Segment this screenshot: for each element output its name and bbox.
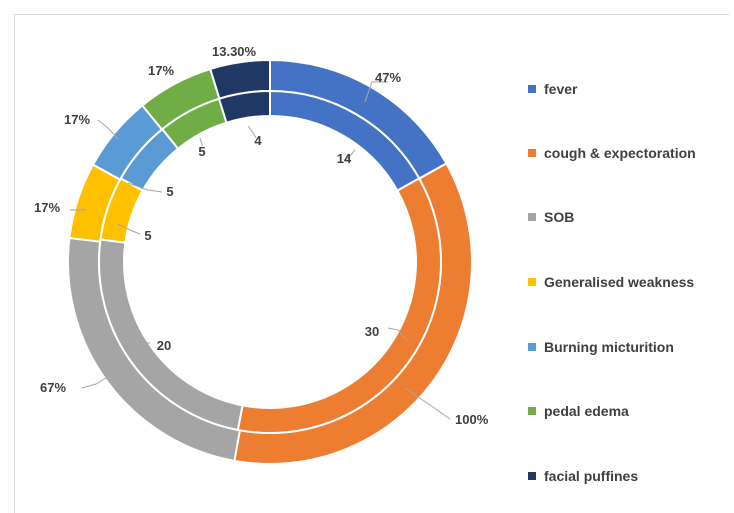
legend-item-fever: fever	[528, 79, 577, 99]
legend-swatch	[528, 472, 536, 480]
inner-leader-weakness	[117, 223, 141, 235]
legend-label: facial puffines	[544, 468, 639, 484]
legend: fever cough & expectoration SOB Generali…	[528, 0, 728, 513]
legend-label: Generalised weakness	[544, 274, 695, 290]
outer-label-fever: 47%	[375, 70, 401, 85]
inner-label-edema: 5	[198, 144, 205, 159]
legend-label: fever	[544, 81, 578, 97]
legend-label: Burning micturition	[544, 339, 674, 355]
legend-swatch	[528, 213, 536, 221]
outer-leader-cough	[404, 387, 451, 420]
inner-leader-puffines	[247, 125, 257, 139]
inner-label-sob: 20	[157, 338, 171, 353]
legend-item-edema: pedal edema	[528, 401, 629, 421]
outer-leader-sob	[81, 372, 115, 389]
outer-label-edema: 17%	[148, 63, 174, 78]
inner-leader-sob	[129, 342, 150, 346]
legend-item-puffines: facial puffines	[528, 466, 638, 486]
outer-leader-micturition	[97, 119, 119, 140]
inner-leader-micturition	[127, 182, 163, 193]
legend-label: pedal edema	[544, 403, 629, 419]
inner-leader-fever	[345, 149, 356, 161]
inner-slice-sob	[98, 238, 244, 432]
legend-item-cough: cough & expectoration	[528, 143, 696, 163]
inner-leader-edema	[199, 137, 203, 146]
inner-label-micturition: 5	[166, 184, 173, 199]
legend-item-sob: SOB	[528, 207, 574, 227]
legend-label: cough & expectoration	[544, 145, 696, 161]
inner-slice-puffines	[217, 89, 271, 124]
inner-leader-cough	[387, 327, 408, 341]
legend-swatch	[528, 407, 536, 415]
outer-leader-fever	[364, 81, 388, 103]
legend-item-weakness: Generalised weakness	[528, 272, 694, 292]
outer-label-weakness: 17%	[34, 200, 60, 215]
outer-label-sob: 67%	[40, 380, 66, 395]
legend-swatch	[528, 343, 536, 351]
inner-label-cough: 30	[365, 324, 379, 339]
frame-border-top	[14, 14, 729, 15]
legend-swatch	[528, 278, 536, 286]
legend-item-micturition: Burning micturition	[528, 337, 674, 357]
outer-label-puffines: 13.30%	[212, 44, 257, 59]
inner-label-puffines: 4	[254, 133, 262, 148]
legend-label: SOB	[544, 209, 575, 225]
legend-swatch	[528, 149, 536, 157]
outer-label-micturition: 17%	[64, 112, 90, 127]
outer-label-cough: 100%	[455, 412, 489, 427]
inner-label-fever: 14	[337, 151, 352, 166]
legend-swatch	[528, 85, 536, 93]
frame-border-left	[14, 14, 15, 513]
inner-label-weakness: 5	[144, 228, 151, 243]
